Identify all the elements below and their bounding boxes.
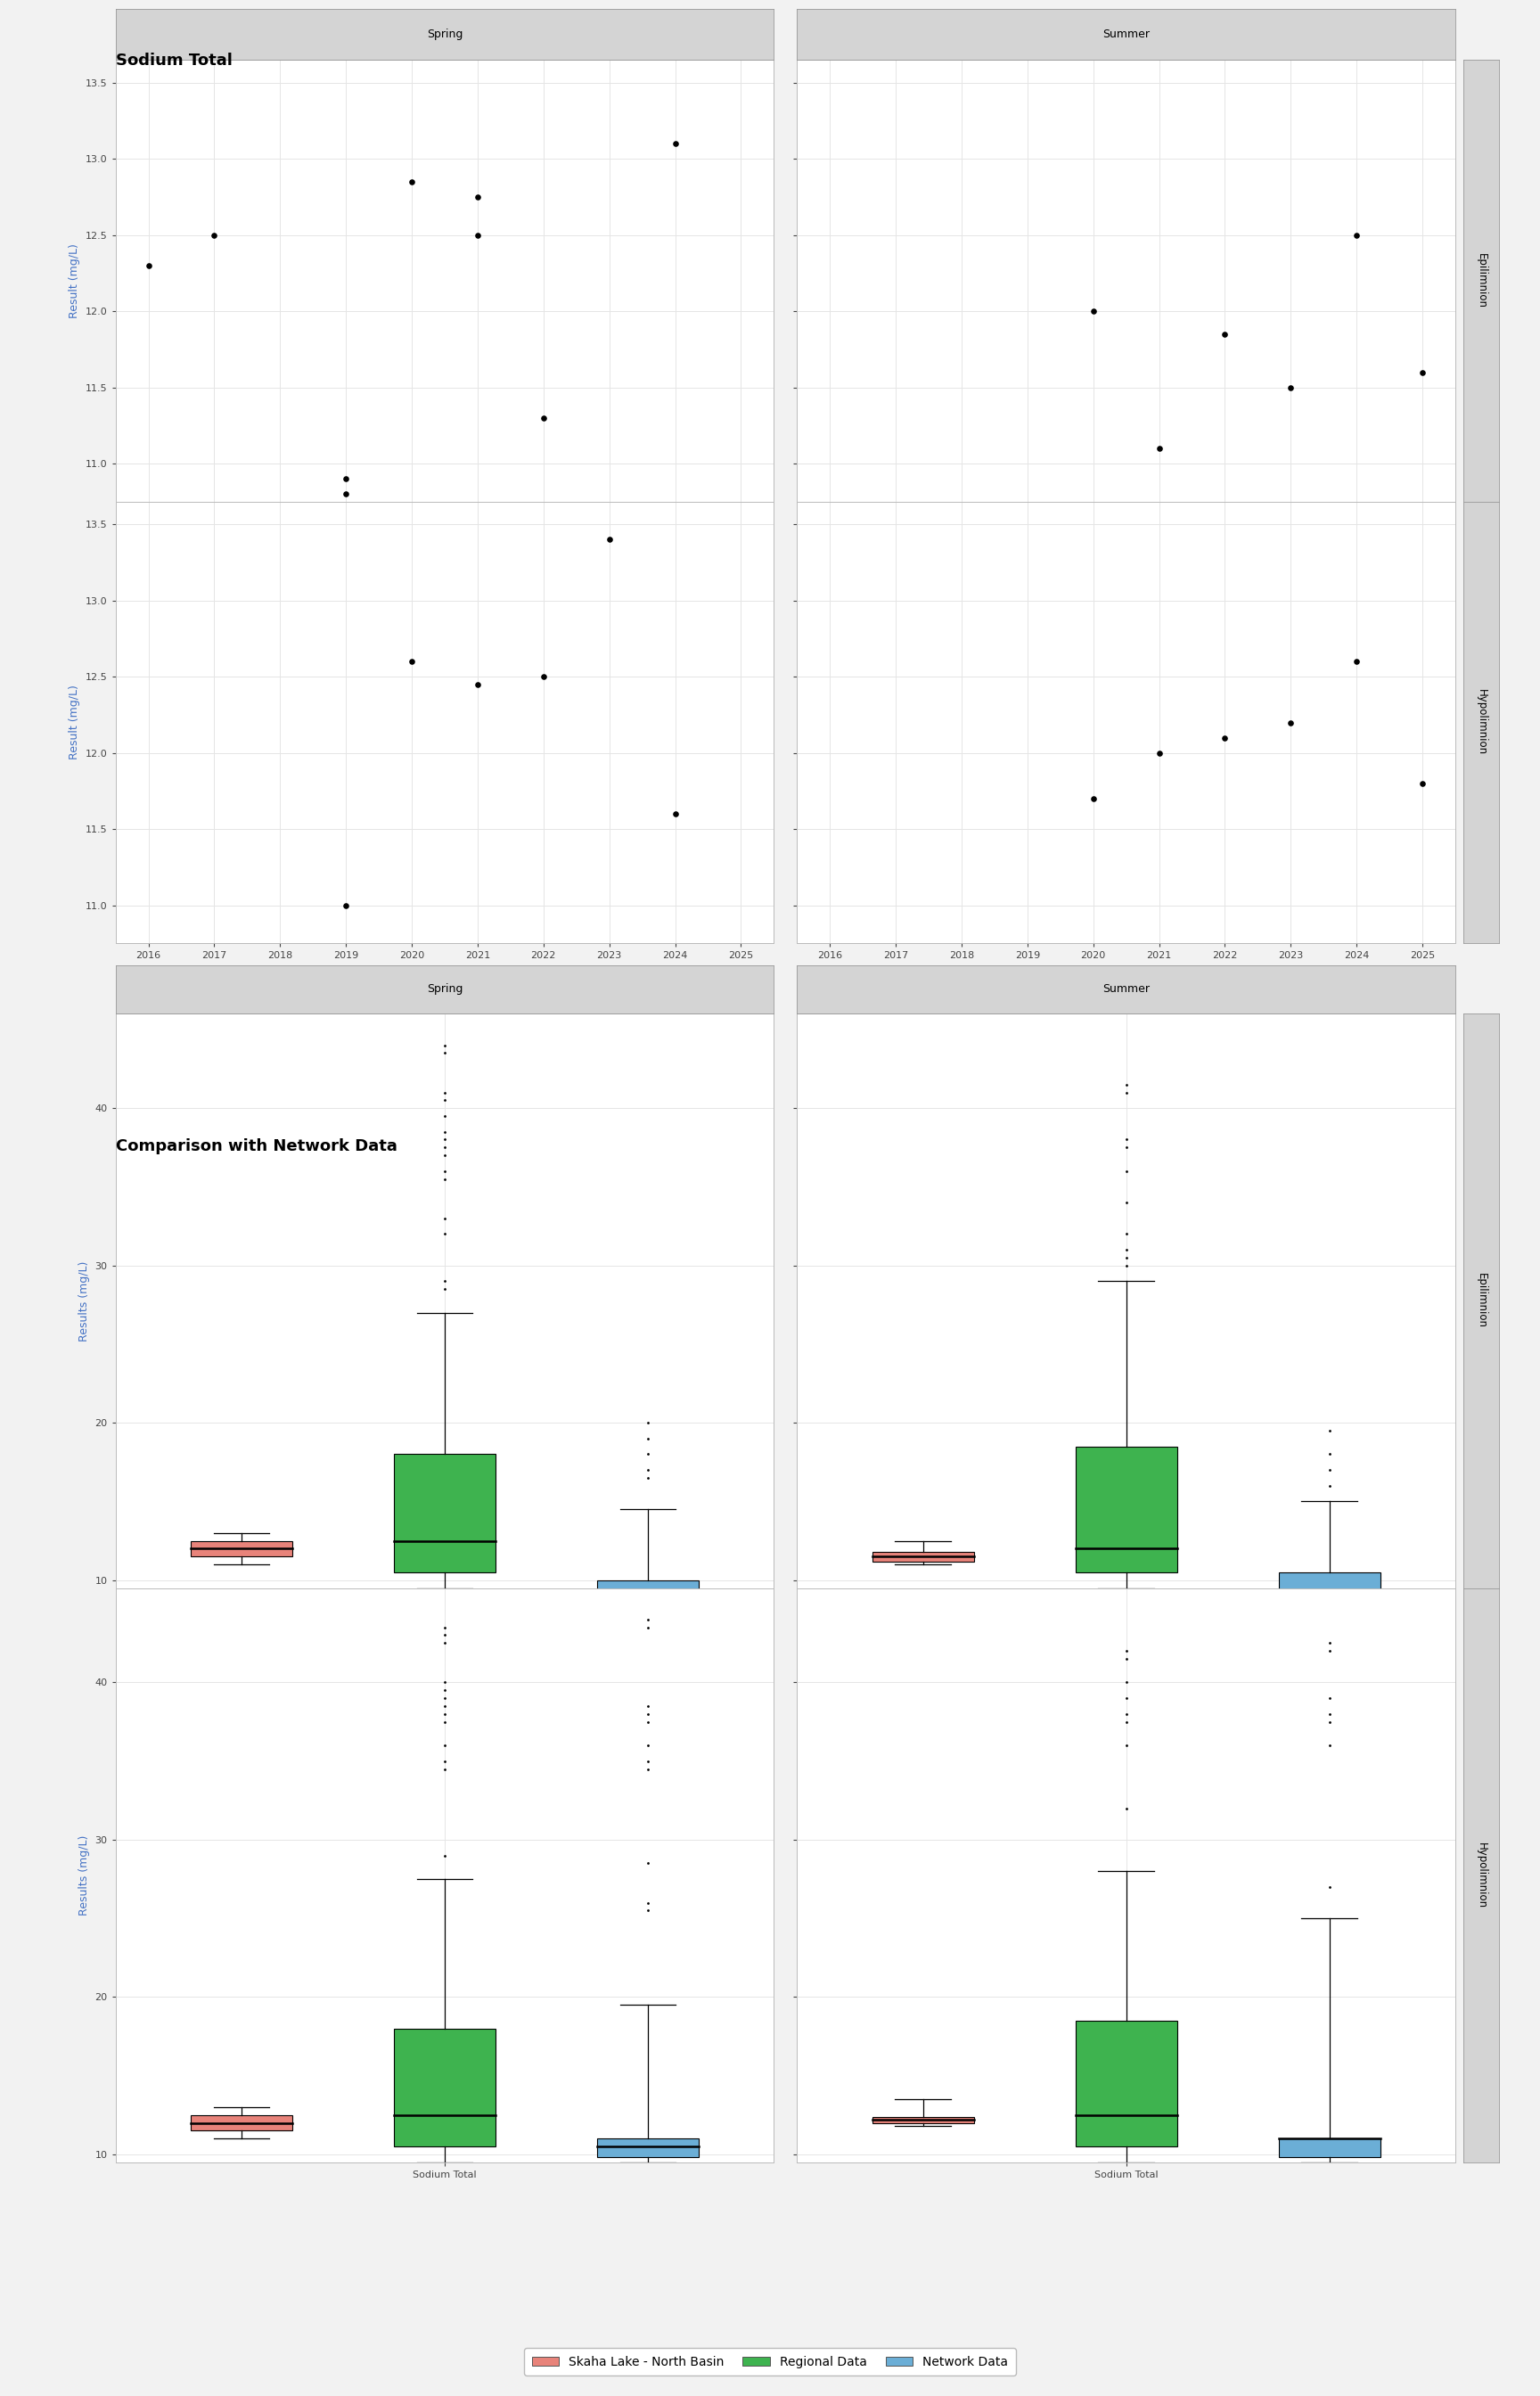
Point: [1278, 704, 1303, 743]
Point: [465, 177, 490, 216]
Point: [334, 460, 359, 498]
Point: [136, 247, 160, 285]
Point: [465, 216, 490, 254]
Point: [1344, 642, 1369, 680]
Point: [399, 163, 424, 201]
Point: [465, 666, 490, 704]
Bar: [1075, 1447, 1177, 1572]
Point: [662, 125, 687, 163]
Point: [1278, 369, 1303, 407]
Bar: [394, 2029, 496, 2147]
Point: [598, 520, 622, 558]
Bar: [598, 2140, 699, 2156]
Point: [1212, 719, 1237, 757]
Point: [1212, 314, 1237, 352]
Bar: [191, 1541, 293, 1557]
Y-axis label: Result (mg/L): Result (mg/L): [69, 244, 80, 319]
Text: Comparison with Network Data: Comparison with Network Data: [116, 1138, 397, 1155]
Bar: [191, 2116, 293, 2130]
Legend: Skaha Lake - North Basin, Regional Data, Network Data: Skaha Lake - North Basin, Regional Data,…: [524, 2348, 1016, 2374]
Bar: [1278, 1572, 1380, 1699]
Point: [1411, 764, 1435, 803]
Point: [202, 216, 226, 254]
Point: [1081, 292, 1106, 331]
Point: [531, 657, 556, 695]
Bar: [1278, 2140, 1380, 2156]
Point: [1411, 352, 1435, 391]
Bar: [872, 1553, 973, 1562]
Point: [1081, 779, 1106, 817]
Bar: [1075, 2020, 1177, 2147]
Bar: [394, 1454, 496, 1572]
Point: [399, 642, 424, 680]
Point: [1344, 216, 1369, 254]
Y-axis label: Results (mg/L): Results (mg/L): [79, 1260, 89, 1342]
Point: [1147, 733, 1172, 772]
Point: [1147, 429, 1172, 467]
Bar: [598, 1579, 699, 1699]
Bar: [872, 2116, 973, 2123]
Text: Sodium Total: Sodium Total: [116, 53, 233, 69]
Point: [334, 887, 359, 925]
Point: [531, 398, 556, 436]
Point: [662, 795, 687, 834]
Point: [334, 474, 359, 513]
Y-axis label: Result (mg/L): Result (mg/L): [69, 685, 80, 760]
Y-axis label: Results (mg/L): Results (mg/L): [79, 1835, 89, 1914]
